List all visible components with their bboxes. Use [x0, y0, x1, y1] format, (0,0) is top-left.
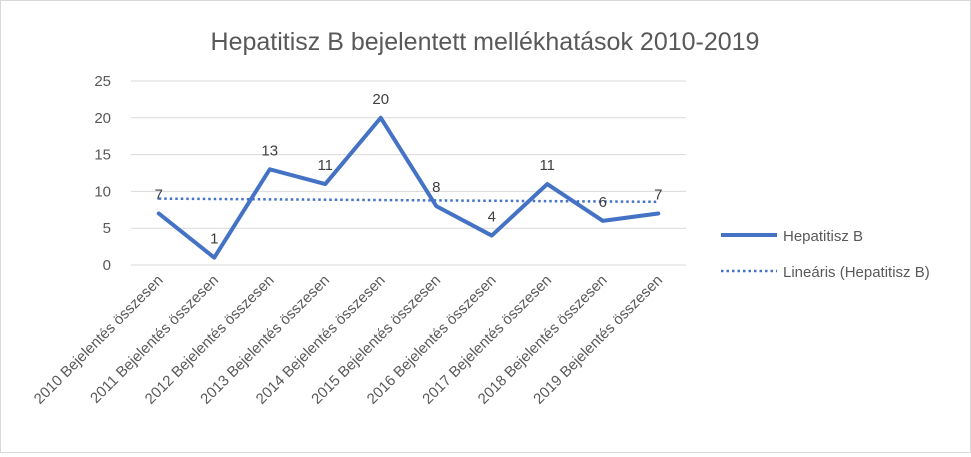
data-label: 11 — [539, 157, 555, 174]
data-label: 7 — [654, 186, 662, 203]
y-tick-label: 20 — [94, 110, 111, 127]
chart-title: Hepatitisz B bejelentett mellékhatások 2… — [211, 28, 760, 56]
y-axis-ticks: 0 5 10 15 20 25 — [94, 73, 111, 274]
data-label: 11 — [317, 157, 333, 174]
trendline-linear — [158, 197, 659, 204]
y-tick-label: 10 — [94, 183, 111, 200]
gridlines — [131, 80, 686, 266]
data-label: 7 — [155, 186, 163, 203]
data-label: 6 — [599, 194, 607, 211]
legend: Hepatitisz B Lineáris (Hepatitisz B) — [721, 228, 930, 281]
data-label: 8 — [432, 179, 440, 196]
series-group — [156, 115, 661, 260]
data-label: 1 — [210, 231, 218, 248]
y-tick-label: 0 — [103, 257, 111, 274]
trendline-group — [158, 197, 659, 204]
y-tick-label: 5 — [103, 220, 111, 237]
legend-label-trendline: Lineáris (Hepatitisz B) — [783, 264, 930, 281]
data-label: 13 — [261, 142, 278, 159]
data-label: 20 — [372, 91, 389, 108]
data-label: 4 — [488, 209, 496, 226]
legend-label-series: Hepatitisz B — [783, 228, 863, 245]
y-tick-label: 15 — [94, 147, 111, 164]
series-line-hepatitisz-b — [156, 115, 661, 260]
data-labels: 7 1 13 11 20 8 4 11 6 7 — [155, 91, 663, 248]
y-tick-label: 25 — [94, 73, 111, 90]
